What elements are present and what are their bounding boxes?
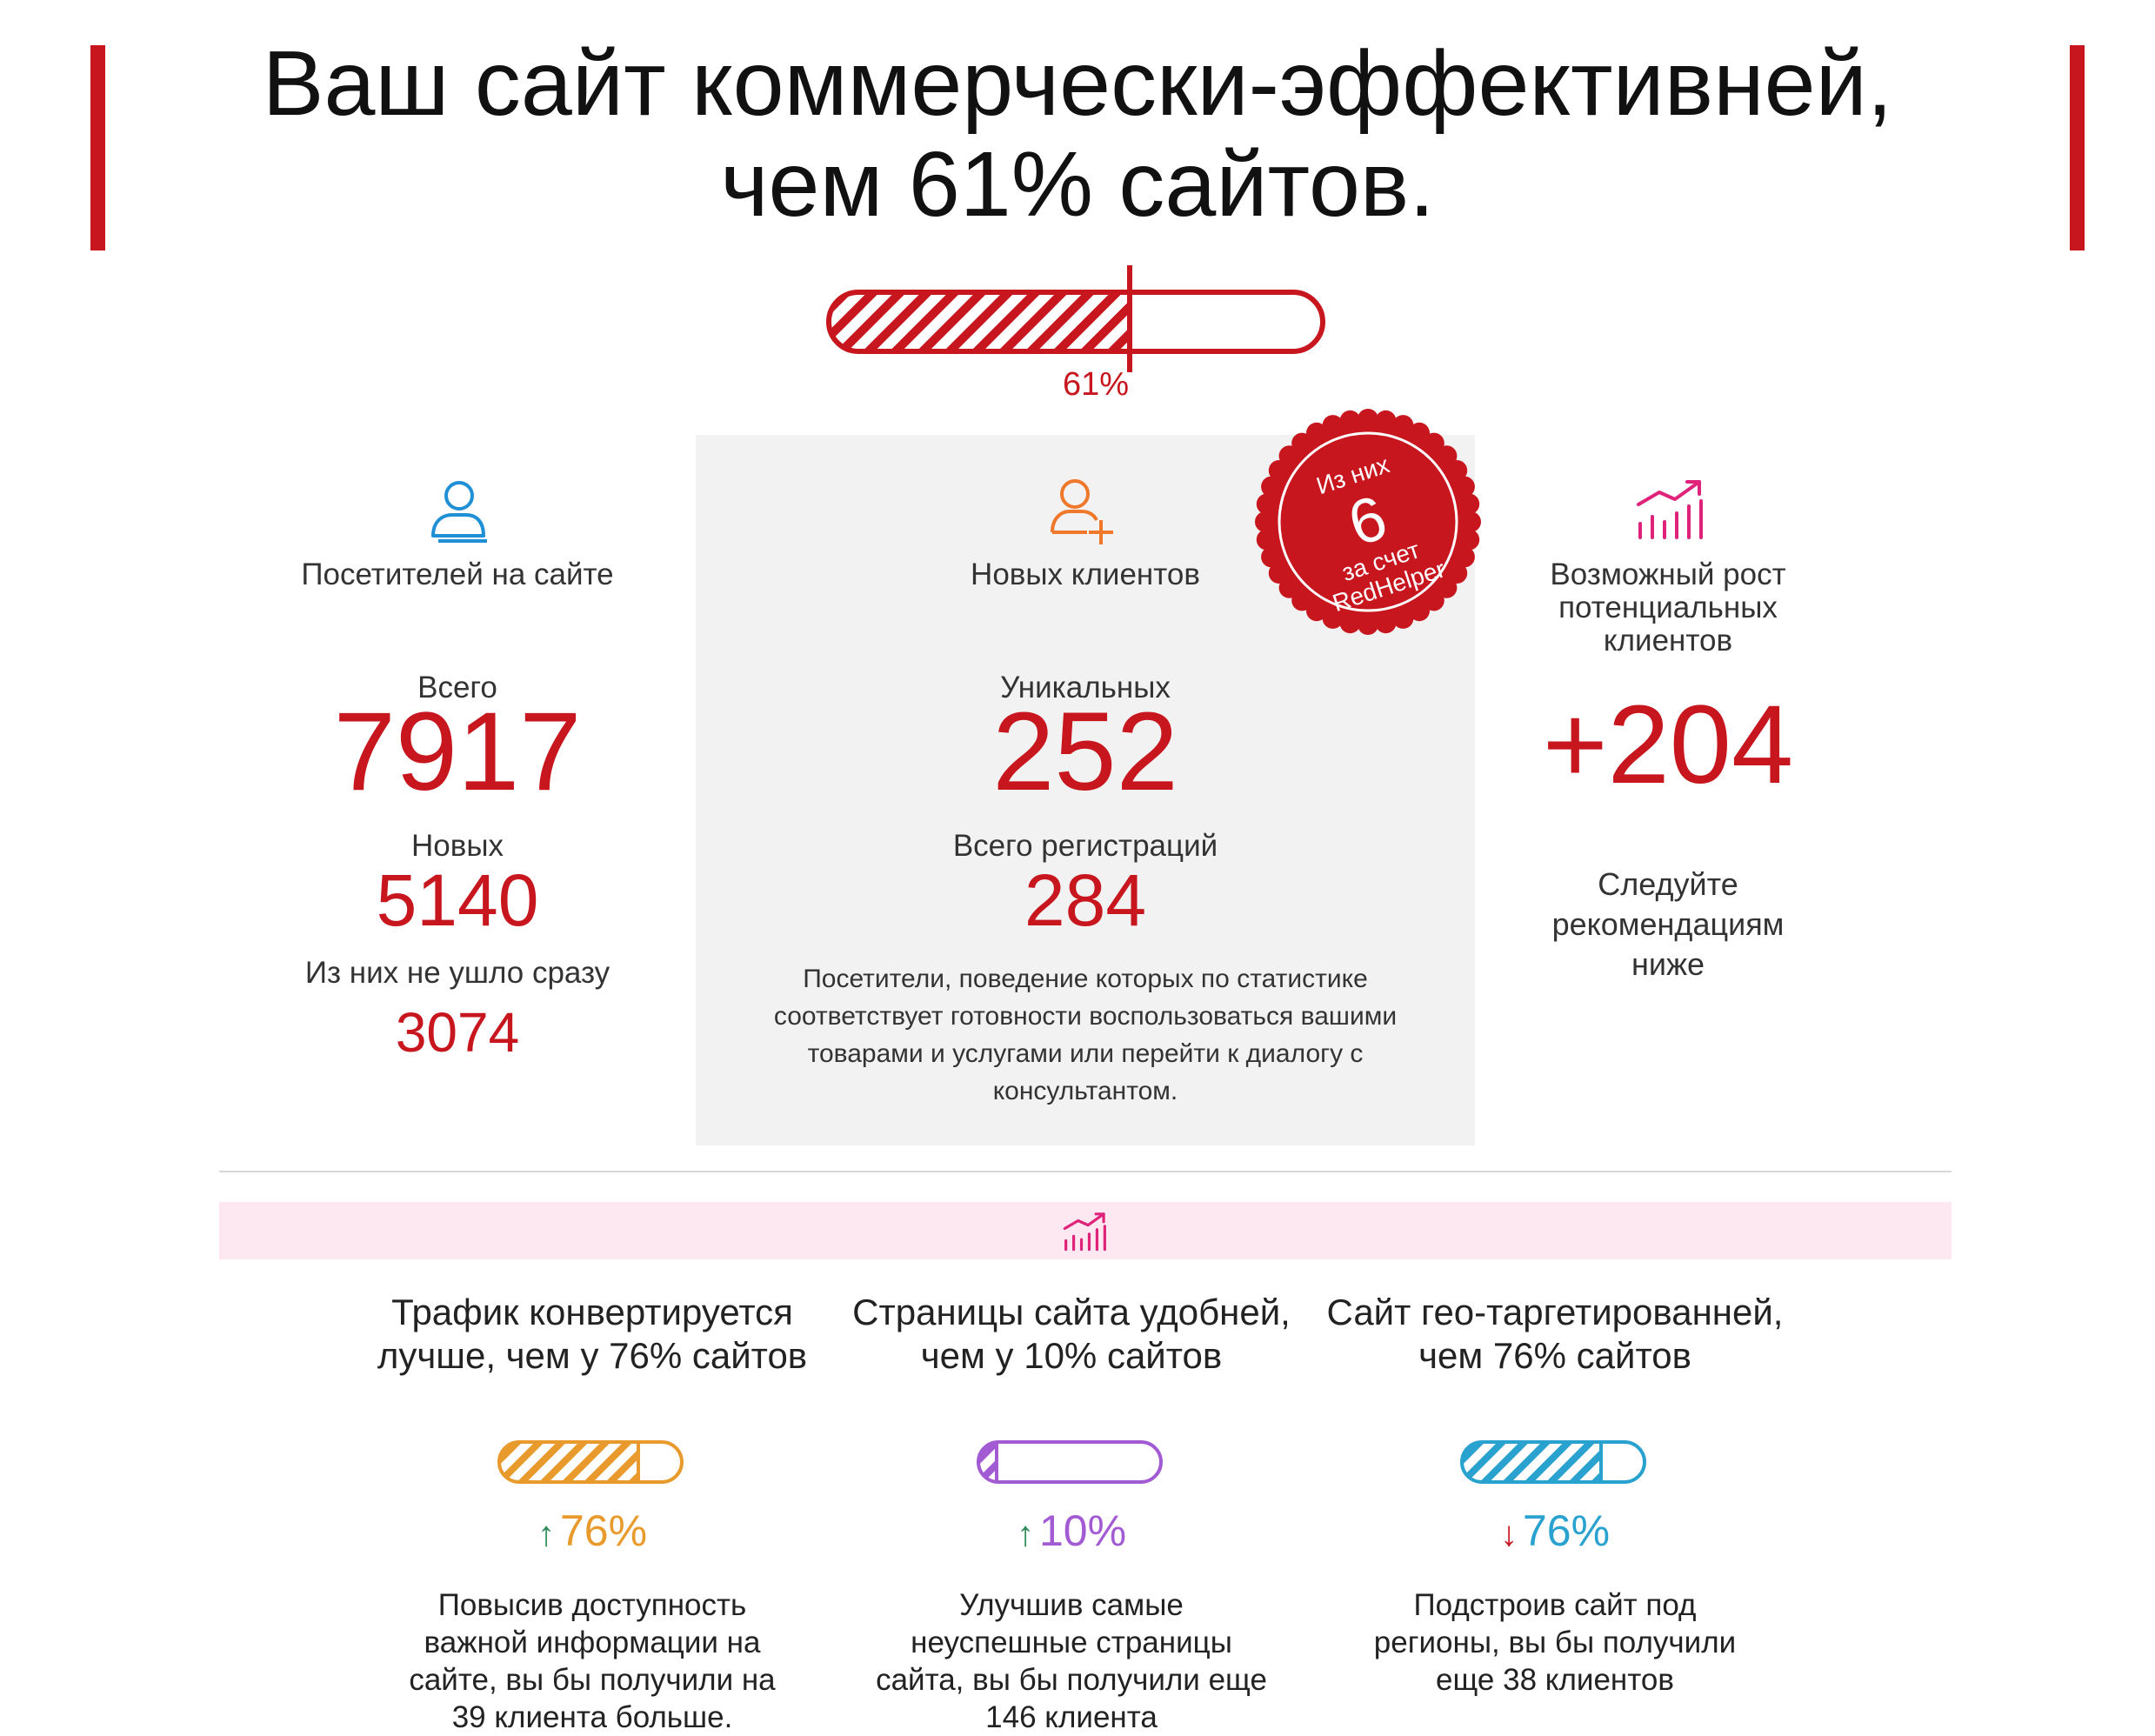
growth-chart-icon <box>1063 1212 1106 1251</box>
growth-value: +204 <box>1542 683 1794 807</box>
visitors-title: Посетителей на сайте <box>301 558 614 591</box>
card-description: Подстроив сайт под регионы, вы бы получи… <box>1373 1588 1737 1697</box>
card-progress-fill <box>978 1442 997 1482</box>
overall-progress-label: 61% <box>1062 366 1130 403</box>
overall-progress-bar <box>826 265 1325 372</box>
page-title: Ваш сайт коммерчески-эффективней, чем 61… <box>0 33 2155 235</box>
left-accent-bar <box>90 45 105 250</box>
card-progress-bar <box>1460 1440 1646 1484</box>
card-title: Сайт гео-таргетированней, чем 76% сайтов <box>1326 1292 1784 1376</box>
registrations-label: Всего регистраций <box>952 829 1218 863</box>
arrow-up-icon: ↑ <box>1016 1515 1034 1553</box>
card-title: Страницы сайта удобней, чем у 10% сайтов <box>852 1292 1291 1376</box>
visitors-stayed-value: 3074 <box>395 1001 520 1064</box>
card-progress-bar <box>977 1440 1163 1484</box>
page-title-line1: Ваш сайт коммерчески-эффективней, <box>262 32 1893 135</box>
recommendations-header-band <box>219 1202 1952 1259</box>
new-clients-unique-value: 252 <box>992 690 1178 814</box>
card-percent: 76% <box>559 1506 648 1555</box>
visitors-new-value: 5140 <box>376 859 539 941</box>
arrow-up-icon: ↑ <box>537 1515 555 1553</box>
card-percent: 10% <box>1038 1506 1127 1555</box>
card-description: Улучшив самые неуспешные страницы сайта,… <box>876 1588 1267 1734</box>
growth-note: Следуйте рекомендациям ниже <box>1551 866 1785 982</box>
card-percent-row: ↑ 76% <box>418 1506 766 1559</box>
card-progress-fill <box>499 1442 638 1482</box>
visitors-total-label: Всего <box>417 671 497 704</box>
card-description: Повысив доступность важной информации на… <box>409 1588 776 1734</box>
new-clients-description: Посетители, поведение которых по статист… <box>773 965 1398 1105</box>
page-title-line2: чем 61% сайтов. <box>720 133 1435 236</box>
overall-progress-fill <box>829 292 1130 351</box>
visitors-total-value: 7917 <box>333 690 582 814</box>
new-clients-title: Новых клиентов <box>971 558 1200 591</box>
card-percent: 76% <box>1522 1506 1611 1555</box>
card-title: Трафик конвертируется лучше, чем у 76% с… <box>377 1292 808 1376</box>
visitors-stayed-label: Из них не ушло сразу <box>304 956 610 990</box>
card-percent-row: ↓ 76% <box>1381 1506 1729 1559</box>
section-divider <box>219 1171 1952 1172</box>
visitors-new-label: Новых <box>411 829 504 863</box>
user-icon <box>431 481 487 543</box>
user-add-icon <box>1051 479 1113 544</box>
card-progress-fill <box>1462 1442 1601 1482</box>
redhelper-stamp: Из них 6 за счет RedHelper <box>1255 409 1481 635</box>
arrow-down-icon: ↓ <box>1499 1515 1518 1553</box>
new-clients-unique-label: Уникальных <box>1000 671 1171 704</box>
right-accent-bar <box>2070 45 2085 250</box>
card-progress-bar <box>497 1440 684 1484</box>
growth-title: Возможный рост потенциальных клиентов <box>1550 558 1786 658</box>
card-percent-row: ↑ 10% <box>897 1506 1245 1559</box>
growth-chart-icon <box>1637 480 1703 539</box>
registrations-value: 284 <box>1024 859 1147 941</box>
